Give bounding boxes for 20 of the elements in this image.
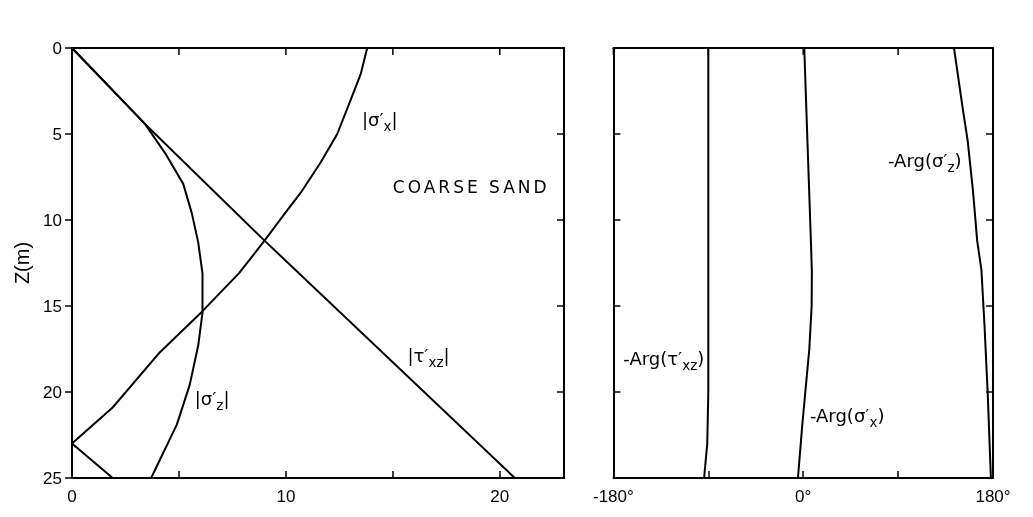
- y-tick-label: 25: [43, 468, 62, 488]
- y-tick-label: 20: [43, 382, 62, 402]
- x-tick-label: 0°: [795, 487, 812, 506]
- series-label: -Arg(σ′$_{z}$): [888, 150, 962, 176]
- x-tick-label: 20: [490, 487, 510, 506]
- annotation: COARSE SAND: [392, 177, 550, 197]
- series-label: |σ′$_{x}$|: [361, 109, 398, 135]
- y-tick-label: 0: [52, 38, 62, 58]
- series-label: |σ′$_{z}$|: [194, 387, 230, 413]
- y-axis-title: Z(m): [11, 241, 33, 285]
- y-tick-label: 15: [43, 296, 62, 316]
- x-tick-label: 180°: [975, 487, 1011, 506]
- series-label: |τ′$_{xz}$|: [407, 344, 450, 370]
- series-label: -Arg(σ′$_{x}$): [809, 405, 885, 431]
- x-tick-label: -180°: [593, 487, 634, 506]
- x-tick-label: 10: [276, 487, 296, 506]
- series-label: -Arg(τ′$_{xz}$): [623, 347, 705, 373]
- y-tick-label: 5: [52, 124, 62, 144]
- y-tick-label: 10: [43, 210, 62, 230]
- x-tick-label: 0: [67, 487, 77, 506]
